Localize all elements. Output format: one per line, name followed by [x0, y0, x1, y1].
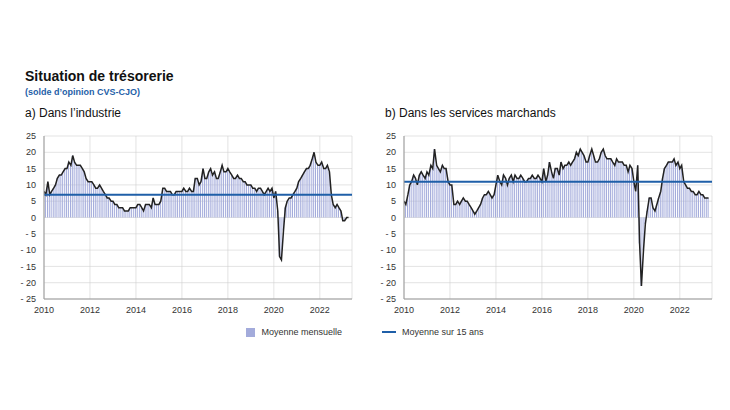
- svg-text:- 5: - 5: [385, 229, 396, 239]
- svg-text:20: 20: [386, 147, 396, 157]
- svg-text:10: 10: [386, 180, 396, 190]
- html-text:a) Dans l’industrie: a) Dans l’industrie: [25, 106, 121, 120]
- html-text:(solde d’opinion CVS-CJO): (solde d’opinion CVS-CJO): [25, 87, 140, 97]
- svg-text:5: 5: [391, 196, 396, 206]
- svg-text:- 10: - 10: [20, 245, 36, 255]
- svg-text:2022: 2022: [310, 305, 330, 315]
- svg-text:2020: 2020: [624, 305, 644, 315]
- svg-text:- 25: - 25: [380, 294, 396, 304]
- svg-text:20: 20: [26, 147, 36, 157]
- svg-text:2016: 2016: [172, 305, 192, 315]
- svg-text:- 5: - 5: [25, 229, 36, 239]
- svg-text:25: 25: [26, 131, 36, 141]
- svg-text:0: 0: [391, 213, 396, 223]
- svg-text:2012: 2012: [440, 305, 460, 315]
- svg-text:2014: 2014: [486, 305, 506, 315]
- svg-text:2010: 2010: [34, 305, 54, 315]
- html-text:Situation de trésorerie: Situation de trésorerie: [25, 68, 174, 84]
- svg-text:- 15: - 15: [20, 262, 36, 272]
- svg-text:5: 5: [31, 196, 36, 206]
- svg-text:15: 15: [26, 164, 36, 174]
- svg-text:2018: 2018: [578, 305, 598, 315]
- svg-text:2014: 2014: [126, 305, 146, 315]
- svg-text:25: 25: [386, 131, 396, 141]
- svg-text:- 25: - 25: [20, 294, 36, 304]
- svg-text:10: 10: [26, 180, 36, 190]
- svg-text:2016: 2016: [532, 305, 552, 315]
- svg-text:- 20: - 20: [380, 278, 396, 288]
- svg-text:15: 15: [386, 164, 396, 174]
- svg-text:2010: 2010: [394, 305, 414, 315]
- html-text:Moyenne mensuelle: Moyenne mensuelle: [261, 327, 342, 337]
- html-text:b) Dans les services marchands: b) Dans les services marchands: [385, 106, 556, 120]
- svg-text:- 10: - 10: [380, 245, 396, 255]
- html-text:Moyenne sur 15 ans: Moyenne sur 15 ans: [402, 327, 484, 337]
- svg-text:2018: 2018: [218, 305, 238, 315]
- svg-text:- 20: - 20: [20, 278, 36, 288]
- svg-text:2012: 2012: [80, 305, 100, 315]
- svg-text:2022: 2022: [670, 305, 690, 315]
- svg-text:- 15: - 15: [380, 262, 396, 272]
- svg-text:2020: 2020: [264, 305, 284, 315]
- svg-text:0: 0: [31, 213, 36, 223]
